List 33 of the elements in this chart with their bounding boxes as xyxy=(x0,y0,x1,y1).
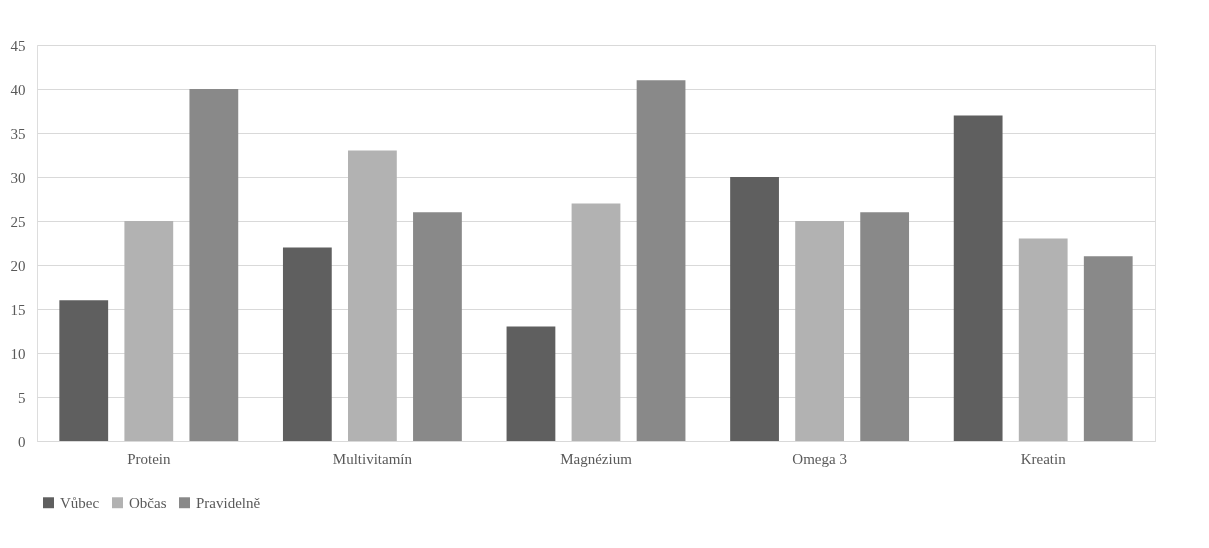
legend-label: Pravidelně xyxy=(196,494,261,511)
y-tick-label: 20 xyxy=(10,257,26,274)
bar xyxy=(413,212,462,441)
bar xyxy=(860,212,910,441)
bar xyxy=(953,115,1003,441)
y-tick-label: 35 xyxy=(10,125,26,142)
x-tick-label: Magnézium xyxy=(560,450,633,467)
y-tick-label: 40 xyxy=(10,81,26,98)
y-tick-label: 45 xyxy=(10,37,26,54)
bar xyxy=(506,326,556,441)
x-tick-label: Kreatin xyxy=(1020,450,1067,467)
legend-label: Občas xyxy=(129,494,167,511)
x-tick-label: Protein xyxy=(127,450,171,467)
x-tick-label: Multivitamín xyxy=(332,450,413,467)
bar xyxy=(636,80,686,441)
bar xyxy=(124,221,174,441)
bar xyxy=(795,221,844,441)
bar xyxy=(59,300,109,441)
y-tick-label: 25 xyxy=(10,213,26,230)
bar xyxy=(571,203,621,441)
bar xyxy=(348,150,397,441)
y-tick-label: 30 xyxy=(10,169,26,186)
legend-label: Vůbec xyxy=(60,494,100,511)
y-tick-label: 5 xyxy=(18,389,26,406)
y-tick-label: 0 xyxy=(18,433,26,450)
y-tick-label: 15 xyxy=(10,301,26,318)
bar xyxy=(189,89,239,441)
x-tick-label: Omega 3 xyxy=(792,450,847,467)
y-tick-label: 10 xyxy=(10,345,26,362)
bar xyxy=(1018,238,1068,441)
bar xyxy=(282,247,332,441)
bar xyxy=(1083,256,1133,441)
bar xyxy=(730,177,779,441)
